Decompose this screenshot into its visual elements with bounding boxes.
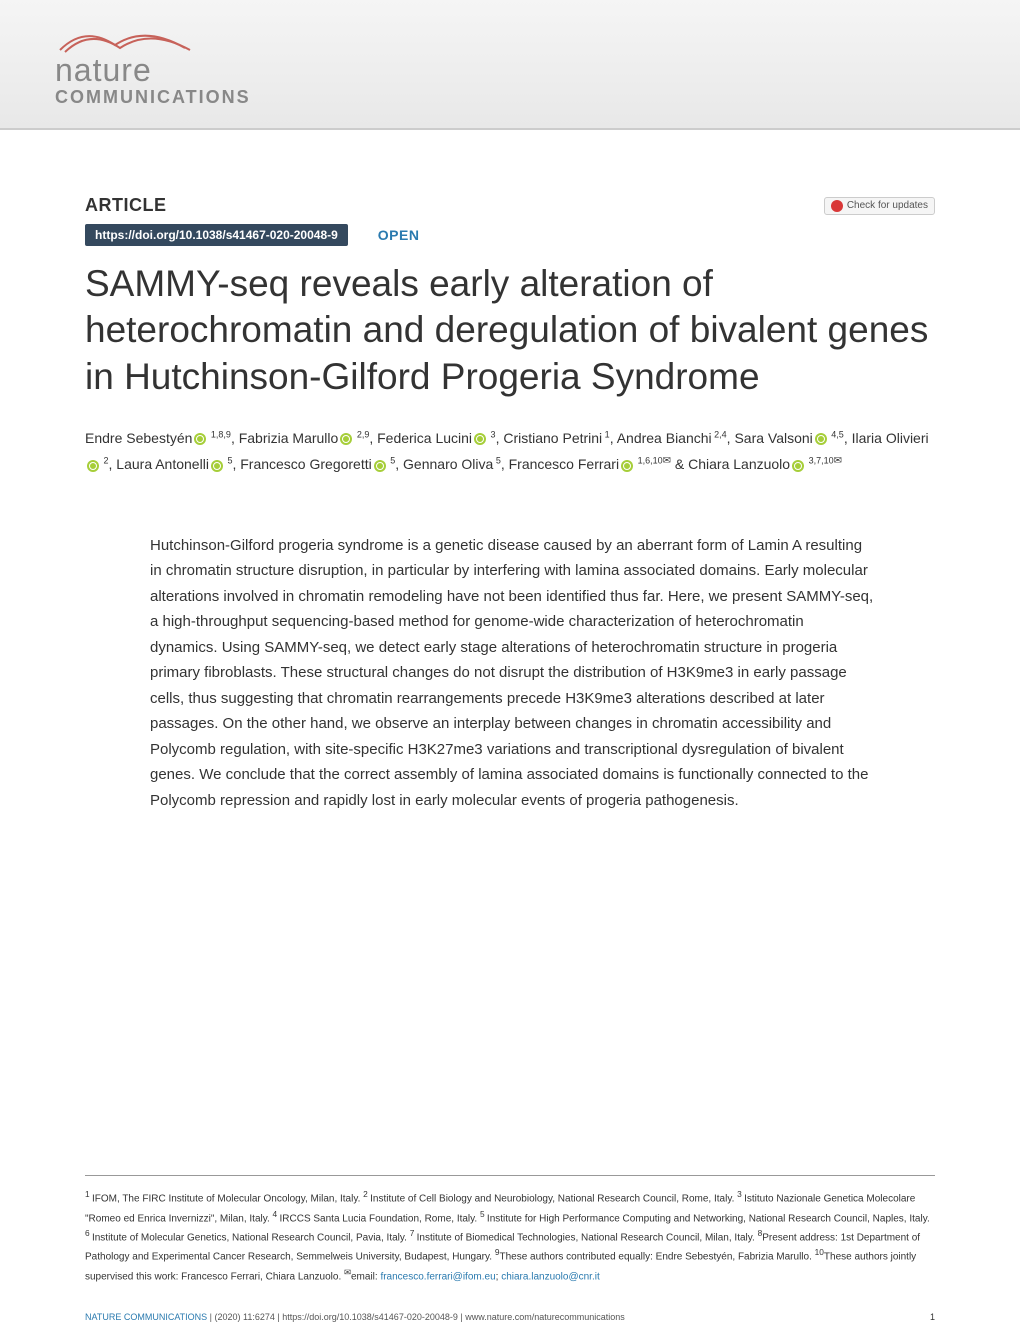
affil-4: IRCCS Santa Lucia Foundation, Rome, Ital… [280, 1213, 480, 1224]
author: Francesco Gregoretti [240, 456, 372, 472]
mail-icon: ✉ [663, 456, 671, 467]
affil-2: Institute of Cell Biology and Neurobiolo… [370, 1194, 737, 1205]
swoosh-icon [55, 20, 195, 55]
page-footer: NATURE COMMUNICATIONS | (2020) 11:6274 |… [85, 1312, 935, 1322]
journal-name: nature [55, 52, 1020, 89]
orcid-icon[interactable] [815, 433, 827, 445]
orcid-icon[interactable] [211, 460, 223, 472]
affil-9: These authors contributed equally: Endre… [499, 1252, 814, 1263]
article-content: ARTICLE Check for updates https://doi.or… [0, 130, 1020, 813]
author-affil-sup: 2,9 [354, 429, 369, 439]
orcid-icon[interactable] [621, 460, 633, 472]
corresponding-email-1[interactable]: francesco.ferrari@ifom.eu [380, 1271, 495, 1282]
author-affil-sup: 2 [101, 456, 109, 466]
author-affil-sup: 5 [493, 456, 501, 466]
article-type-label: ARTICLE [85, 195, 167, 216]
author: Chiara Lanzuolo [688, 456, 790, 472]
affiliations-section: 1 IFOM, The FIRC Institute of Molecular … [85, 1175, 935, 1285]
author-affil-sup: 1 [602, 429, 610, 439]
author-affil-sup: 3 [488, 429, 496, 439]
abstract-text: Hutchinson-Gilford progeria syndrome is … [85, 533, 935, 814]
footer-journal: NATURE COMMUNICATIONS [85, 1312, 207, 1322]
author: Federica Lucini [377, 430, 472, 446]
affil-5: Institute for High Performance Computing… [487, 1213, 930, 1224]
author-affil-sup: 2,4 [712, 429, 727, 439]
author: Fabrizia Marullo [239, 430, 339, 446]
orcid-icon[interactable] [87, 460, 99, 472]
orcid-icon[interactable] [374, 460, 386, 472]
author-affil-sup: 4,5 [829, 429, 844, 439]
author-affil-sup: 1,6,10 [635, 456, 663, 466]
footer-citation-text: | (2020) 11:6274 | https://doi.org/10.10… [207, 1312, 625, 1322]
orcid-icon[interactable] [792, 460, 804, 472]
doi-row: https://doi.org/10.1038/s41467-020-20048… [85, 224, 935, 246]
author: Endre Sebestyén [85, 430, 192, 446]
affiliations-text: 1 IFOM, The FIRC Institute of Molecular … [85, 1188, 935, 1285]
journal-logo: nature COMMUNICATIONS [55, 20, 1020, 108]
journal-subtitle: COMMUNICATIONS [55, 87, 1020, 108]
author-affil-sup: 1,8,9 [208, 429, 231, 439]
open-access-label: OPEN [378, 227, 420, 243]
author-affil-sup: 3,7,10 [806, 456, 834, 466]
affil-7: Institute of Biomedical Technologies, Na… [417, 1232, 758, 1243]
doi-link[interactable]: https://doi.org/10.1038/s41467-020-20048… [85, 224, 348, 246]
corresponding-email-2[interactable]: chiara.lanzuolo@cnr.it [501, 1271, 600, 1282]
author: Cristiano Petrini [503, 430, 602, 446]
orcid-icon[interactable] [194, 433, 206, 445]
author: Gennaro Oliva [403, 456, 493, 472]
journal-header-banner: nature COMMUNICATIONS [0, 0, 1020, 130]
mail-icon: ✉ [834, 456, 842, 467]
orcid-icon[interactable] [474, 433, 486, 445]
affil-6: Institute of Molecular Genetics, Nationa… [92, 1232, 410, 1243]
check-updates-icon [831, 200, 843, 212]
article-title: SAMMY-seq reveals early alteration of he… [85, 261, 935, 400]
page-number: 1 [930, 1312, 935, 1322]
check-updates-button[interactable]: Check for updates [824, 197, 935, 215]
affil-1: IFOM, The FIRC Institute of Molecular On… [92, 1194, 363, 1205]
author: Sara Valsoni [734, 430, 812, 446]
orcid-icon[interactable] [340, 433, 352, 445]
affiliations-divider [85, 1175, 935, 1176]
article-label-row: ARTICLE Check for updates [85, 195, 935, 216]
email-prefix: email: [351, 1271, 380, 1282]
authors-list: Endre Sebestyén 1,8,9, Fabrizia Marullo … [85, 425, 935, 478]
author: Francesco Ferrari [509, 456, 619, 472]
author-affil-sup: 5 [388, 456, 396, 466]
author: Ilaria Olivieri [852, 430, 929, 446]
author-affil-sup: 5 [225, 456, 233, 466]
footer-citation: NATURE COMMUNICATIONS | (2020) 11:6274 |… [85, 1312, 625, 1322]
check-updates-text: Check for updates [847, 200, 928, 211]
author: Andrea Bianchi [617, 430, 712, 446]
author: Laura Antonelli [116, 456, 209, 472]
